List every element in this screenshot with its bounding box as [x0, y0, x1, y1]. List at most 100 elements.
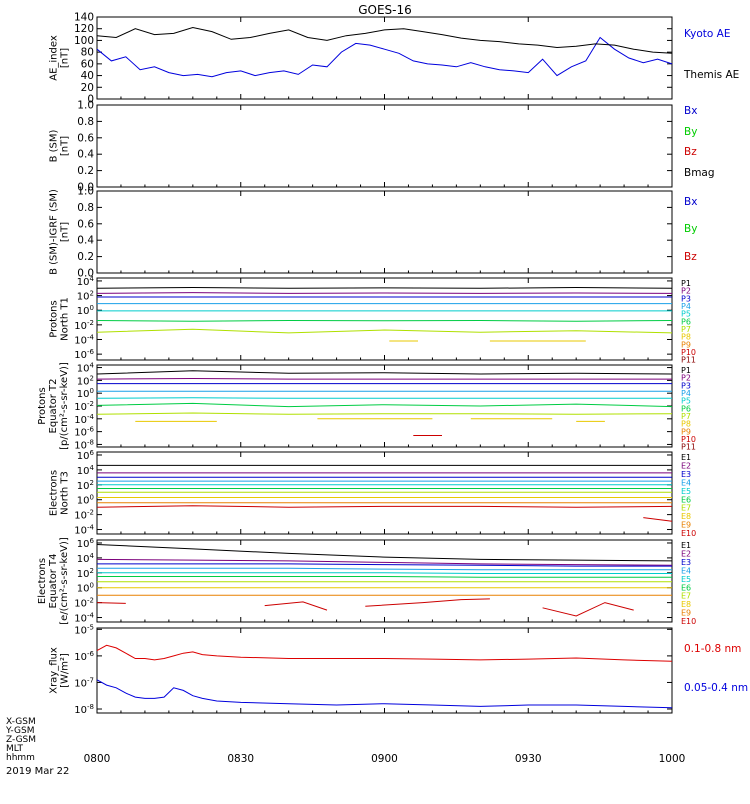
legend-label: P10 [681, 435, 696, 444]
legend-label: P4 [681, 302, 691, 311]
y-tick-label: 102 [77, 290, 94, 303]
legend-label: Bx [684, 105, 697, 117]
legend-label: E7 [681, 592, 691, 601]
y-tick-label: 10-4 [74, 612, 94, 625]
footer-label: MLT [6, 744, 24, 754]
y-tick-label: 100 [74, 35, 94, 47]
legend-label: 0.1-0.8 nm [684, 643, 741, 655]
panel-frame-b_sm [96, 104, 673, 188]
legend-label: P11 [681, 356, 696, 365]
series-protons_n-line [96, 292, 673, 294]
y-tick-label: 120 [74, 23, 94, 35]
x-tick-label: 0830 [227, 753, 254, 765]
legend-label: P9 [681, 340, 691, 349]
y-tick-label: 0.2 [77, 251, 94, 263]
y-tick-label: 1.0 [77, 100, 94, 112]
series-electrons_e-line [97, 572, 672, 574]
y-tick-label: 10-4 [74, 334, 94, 347]
legend-label: E5 [681, 575, 691, 584]
y-tick-label: 0.8 [77, 202, 94, 214]
legend-label: E9 [681, 521, 691, 530]
y-axis-label: [W/m²] [60, 653, 71, 688]
y-tick-label: 10-4 [74, 413, 94, 426]
legend-label: Bmag [684, 167, 715, 179]
y-axis-label: Equator T4 [48, 554, 59, 609]
y-axis-label: Protons [37, 387, 48, 424]
legend-label: By [684, 126, 697, 138]
y-tick-label: 0.0 [77, 268, 94, 280]
footer-label: hhmm [6, 753, 35, 763]
series-electrons_e-line [97, 576, 672, 578]
legend-label: Themis AE [683, 69, 739, 81]
legend-label: P4 [681, 389, 691, 398]
y-tick-label: 10-2 [74, 597, 94, 610]
legend-label: Bx [684, 196, 697, 208]
y-tick-label: 80 [81, 47, 94, 59]
x-tick-label: 0930 [515, 753, 542, 765]
series-electrons_e-segment [96, 602, 126, 604]
series-electrons_e-segment [365, 598, 490, 607]
y-axis-label: Xray_flux [49, 647, 60, 694]
footer-label: Z-GSM [6, 735, 36, 745]
legend-label: P1 [681, 366, 691, 375]
legend-label: E10 [681, 617, 696, 626]
y-tick-label: 10-2 [74, 319, 94, 332]
y-tick-label: 140 [74, 12, 94, 24]
legend-label: P6 [681, 404, 691, 413]
y-tick-label: 10-6 [74, 426, 94, 439]
series-protons_e-line [96, 397, 672, 399]
footer-date: 2019 Mar 22 [6, 766, 69, 777]
y-axis-label: Protons [49, 300, 60, 337]
legend-label: E1 [681, 453, 691, 462]
y-axis-label: [nT] [60, 222, 71, 242]
footer-label: X-GSM [6, 717, 36, 727]
legend-label: E2 [681, 549, 691, 558]
legend-label: E8 [681, 600, 691, 609]
y-axis-label: [p/(cm²-s-sr-keV)] [59, 362, 70, 450]
series-protons_n-line [96, 328, 673, 334]
y-tick-label: 1.0 [77, 186, 94, 198]
y-tick-label: 10-2 [74, 509, 94, 522]
legend-label: P5 [681, 310, 691, 319]
plot-title: GOES-16 [358, 3, 412, 17]
y-tick-label: 0.4 [77, 149, 94, 161]
series-electrons_e-line [97, 563, 672, 567]
legend-label: E6 [681, 583, 691, 592]
legend-label: E3 [681, 470, 691, 479]
y-tick-label: 106 [77, 537, 95, 550]
y-tick-label: 104 [77, 464, 95, 477]
legend-label: P1 [681, 279, 691, 288]
legend-label: P8 [681, 333, 691, 342]
y-axis-label: B (SM)-IGRF (SM) [49, 189, 60, 275]
legend-label: P7 [681, 325, 691, 334]
y-axis-label: AE_index [49, 35, 60, 81]
panel-frame-protons_n [96, 277, 673, 361]
legend-label: E9 [681, 609, 691, 618]
legend-label: E6 [681, 495, 691, 504]
legend-label: E10 [681, 529, 696, 538]
y-axis-label: North T3 [60, 471, 71, 515]
series-electrons_e-segment [264, 601, 328, 611]
y-tick-label: 60 [81, 58, 94, 70]
series-protons_n-line [96, 319, 673, 322]
legend-label: E5 [681, 487, 691, 496]
legend-label: E2 [681, 461, 691, 470]
y-axis-label: B (SM) [49, 129, 60, 162]
y-tick-label: 0.8 [77, 116, 94, 128]
legend-label: P8 [681, 420, 691, 429]
legend-label: P3 [681, 294, 691, 303]
legend-label: P6 [681, 317, 691, 326]
legend-label: P2 [681, 374, 691, 383]
legend-label: E1 [681, 541, 691, 550]
y-axis-label: [nT] [60, 136, 71, 156]
series-protons_e-line [96, 402, 673, 408]
y-tick-label: 10-8 [74, 703, 94, 716]
y-tick-label: 20 [81, 82, 94, 94]
y-axis-label: North T1 [60, 297, 71, 341]
series-electrons_e-line [96, 544, 673, 562]
panel-frame-electrons_n [96, 451, 673, 535]
y-tick-label: 10-4 [74, 524, 94, 537]
y-tick-label: 0.2 [77, 165, 94, 177]
